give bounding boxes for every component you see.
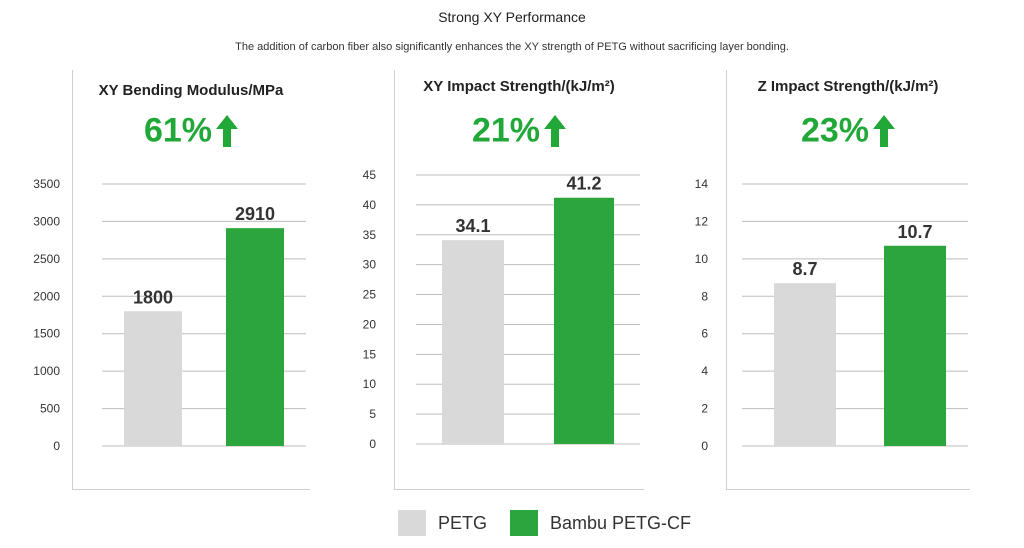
y-tick-label: 5: [369, 407, 376, 421]
data-label: 34.1: [455, 216, 490, 236]
increase-indicator: 21%: [394, 110, 644, 151]
y-tick-label: 0: [701, 439, 708, 453]
y-tick-label: 45: [363, 168, 377, 182]
y-tick-label: 0: [53, 439, 60, 453]
data-label: 1800: [133, 287, 173, 307]
page-title: Strong XY Performance: [438, 9, 586, 25]
chart-title: XY Bending Modulus/MPa: [98, 82, 284, 99]
y-tick-label: 4: [701, 364, 708, 378]
bar-bambu-petg-cf: [554, 197, 614, 444]
y-tick-label: 3500: [33, 177, 60, 191]
bar-chart: 0 2 4 6 8 10 12 14 8.7 10.7: [695, 177, 968, 453]
arrow-up-icon: [544, 115, 567, 148]
legend-swatch-petg: [398, 510, 426, 536]
increase-value: 21%: [471, 111, 541, 150]
bar-petg: [774, 283, 836, 446]
y-tick-label: 6: [701, 327, 708, 341]
data-label: 10.7: [897, 222, 932, 242]
y-tick-label: 10: [695, 252, 709, 266]
data-label: 41.2: [566, 174, 601, 194]
legend-label: PETG: [438, 512, 488, 533]
chart-title: XY Impact Strength/(kJ/m²): [423, 78, 615, 95]
y-tick-label: 10: [363, 377, 377, 391]
panel-frame: [726, 70, 970, 490]
arrow-up-icon: [216, 115, 239, 148]
y-tick-label: 20: [363, 317, 377, 331]
increase-value: 61%: [143, 111, 213, 150]
y-tick-label: 12: [695, 214, 709, 228]
bar-bambu-petg-cf: [226, 228, 284, 446]
bar-petg: [124, 311, 182, 446]
data-label: 8.7: [792, 259, 817, 279]
bar-petg: [442, 240, 504, 444]
y-tick-label: 500: [40, 402, 60, 416]
chart-title: Z Impact Strength/(kJ/m²): [757, 78, 939, 95]
increase-value: 23%: [800, 111, 870, 150]
bar-chart: 0 500 1000 1500 2000 2500 3000 3500 1800 2910: [33, 177, 306, 453]
y-tick-label: 30: [363, 258, 377, 272]
chart-panel-z-impact-strength: Z Impact Strength/(kJ/m²) 23% 0 2 4 6 8 10 12 1…: [695, 70, 970, 490]
y-tick-label: 35: [363, 228, 377, 242]
panel-frame: [72, 70, 310, 490]
arrow-up-icon: [873, 115, 896, 148]
legend: PETG Bambu PETG-CF: [0, 508, 1024, 538]
legend-item-bambu-petg-cf: Bambu PETG-CF: [510, 508, 691, 538]
y-tick-label: 40: [363, 198, 377, 212]
bar-chart: 0 5 10 15 20 25 30 35 40 45 34.1 41.2: [363, 168, 640, 451]
increase-indicator: 61%: [72, 110, 310, 151]
y-tick-label: 3000: [33, 214, 60, 228]
legend-item-petg: PETG: [398, 508, 487, 538]
y-tick-label: 25: [363, 288, 377, 302]
y-tick-label: 2500: [33, 252, 60, 266]
panel-frame: [394, 70, 644, 490]
y-tick-label: 14: [695, 177, 709, 191]
y-tick-label: 2: [701, 402, 708, 416]
y-tick-label: 1000: [33, 364, 60, 378]
chart-panel-xy-bending-modulus: XY Bending Modulus/MPa 61% 0 500 1000 1500 2…: [33, 70, 310, 490]
legend-swatch-petg-cf: [510, 510, 538, 536]
y-tick-label: 2000: [33, 289, 60, 303]
y-tick-label: 8: [701, 289, 708, 303]
page-subtitle: The addition of carbon fiber also signif…: [235, 41, 789, 53]
data-label: 2910: [235, 204, 275, 224]
y-tick-label: 0: [369, 437, 376, 451]
chart-panel-xy-impact-strength: XY Impact Strength/(kJ/m²) 21% 0 5 10 15 20 2…: [363, 70, 644, 490]
legend-label: Bambu PETG-CF: [550, 512, 692, 533]
y-tick-label: 1500: [33, 327, 60, 341]
y-tick-label: 15: [363, 347, 377, 361]
bar-bambu-petg-cf: [884, 245, 946, 446]
increase-indicator: 23%: [726, 110, 970, 151]
